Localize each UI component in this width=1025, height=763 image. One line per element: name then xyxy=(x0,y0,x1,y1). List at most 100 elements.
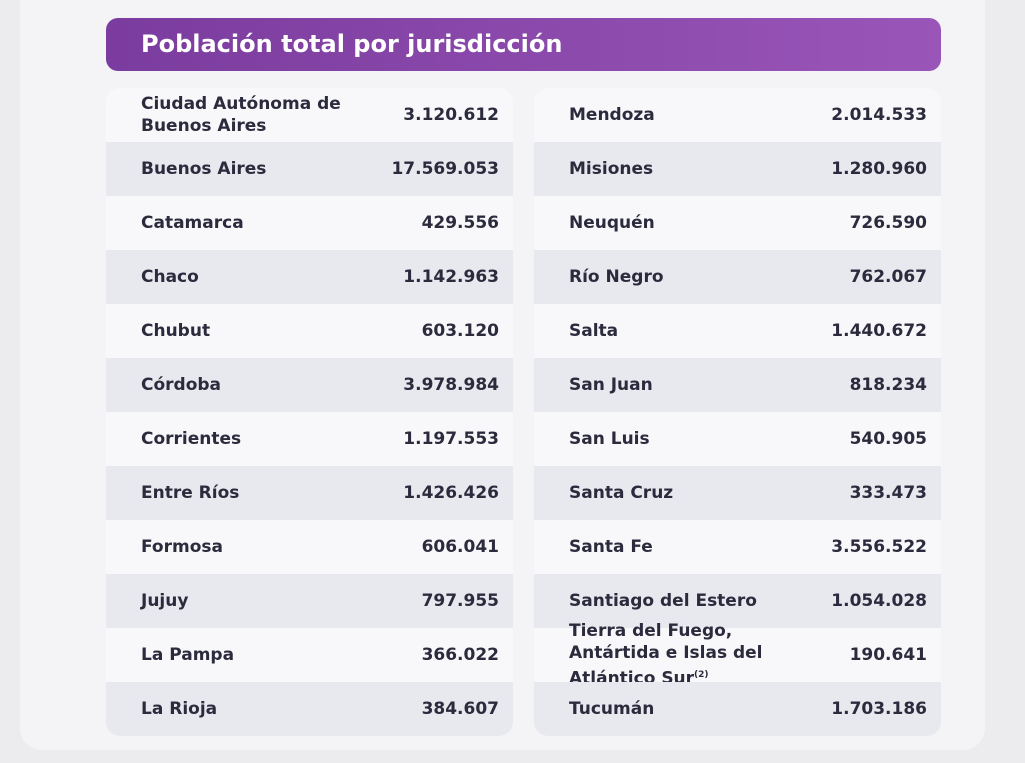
table-row: San Luis 540.905 xyxy=(534,412,941,466)
row-name-text: La Rioja xyxy=(141,699,218,719)
table-row: Mendoza 2.014.533 xyxy=(534,88,941,142)
row-value: 3.120.612 xyxy=(403,105,499,125)
row-name: Río Negro xyxy=(569,266,824,288)
row-name: La Rioja xyxy=(141,698,396,720)
row-value: 726.590 xyxy=(849,213,927,233)
row-name: Chubut xyxy=(141,320,396,342)
row-name-text: Buenos Aires xyxy=(141,159,267,179)
row-name: Tucumán xyxy=(569,698,824,720)
row-name-text: Santa Cruz xyxy=(569,483,674,503)
row-name: San Luis xyxy=(569,428,824,450)
row-name: Chaco xyxy=(141,266,396,288)
table-row: Ciudad Autónoma de Buenos Aires 3.120.612 xyxy=(106,88,513,142)
row-value: 1.440.672 xyxy=(831,321,927,341)
row-value: 333.473 xyxy=(849,483,927,503)
row-value: 603.120 xyxy=(421,321,499,341)
row-value: 1.703.186 xyxy=(831,699,927,719)
row-value: 384.607 xyxy=(421,699,499,719)
table-row: Formosa 606.041 xyxy=(106,520,513,574)
table-row: Santa Fe 3.556.522 xyxy=(534,520,941,574)
row-name-text: Santiago del Estero xyxy=(569,591,757,611)
row-value: 818.234 xyxy=(849,375,927,395)
table-row: Chubut 603.120 xyxy=(106,304,513,358)
row-name: Santa Cruz xyxy=(569,482,824,504)
table-row: Córdoba 3.978.984 xyxy=(106,358,513,412)
row-value: 1.280.960 xyxy=(831,159,927,179)
row-name: Misiones xyxy=(569,158,824,180)
row-name: Catamarca xyxy=(141,212,396,234)
row-name-text: La Pampa xyxy=(141,645,235,665)
row-name: Entre Ríos xyxy=(141,482,396,504)
row-name-text: Tierra del Fuego, Antártida e Islas del … xyxy=(569,621,763,689)
table-row: Río Negro 762.067 xyxy=(534,250,941,304)
row-name-text: San Luis xyxy=(569,429,650,449)
table-row: Chaco 1.142.963 xyxy=(106,250,513,304)
row-name-text: Córdoba xyxy=(141,375,222,395)
table-row: Misiones 1.280.960 xyxy=(534,142,941,196)
row-name: Córdoba xyxy=(141,374,396,396)
row-value: 762.067 xyxy=(849,267,927,287)
table-row: La Pampa 366.022 xyxy=(106,628,513,682)
row-name-text: Jujuy xyxy=(141,591,189,611)
row-name-text: Ciudad Autónoma de Buenos Aires xyxy=(141,94,341,136)
row-name-text: Mendoza xyxy=(569,105,655,125)
row-value: 3.978.984 xyxy=(403,375,499,395)
row-name-text: Neuquén xyxy=(569,213,655,233)
table-row: Entre Ríos 1.426.426 xyxy=(106,466,513,520)
row-name-text: Catamarca xyxy=(141,213,244,233)
row-name-text: Entre Ríos xyxy=(141,483,240,503)
row-name-text: Misiones xyxy=(569,159,654,179)
row-name: Ciudad Autónoma de Buenos Aires xyxy=(141,93,396,137)
row-name: Buenos Aires xyxy=(141,158,396,180)
table-row: Neuquén 726.590 xyxy=(534,196,941,250)
row-value: 606.041 xyxy=(421,537,499,557)
table-row: La Rioja 384.607 xyxy=(106,682,513,736)
row-name: Neuquén xyxy=(569,212,824,234)
row-value: 2.014.533 xyxy=(831,105,927,125)
table-row: Jujuy 797.955 xyxy=(106,574,513,628)
row-name-text: San Juan xyxy=(569,375,653,395)
title: Población total por jurisdicción xyxy=(141,30,563,58)
row-name: Tierra del Fuego, Antártida e Islas del … xyxy=(569,620,824,690)
row-name: San Juan xyxy=(569,374,824,396)
table-row: Tierra del Fuego, Antártida e Islas del … xyxy=(534,621,941,689)
table-row: Buenos Aires 17.569.053 xyxy=(106,142,513,196)
table-row: Catamarca 429.556 xyxy=(106,196,513,250)
row-name-text: Corrientes xyxy=(141,429,242,449)
row-name: Mendoza xyxy=(569,104,824,126)
row-value: 797.955 xyxy=(421,591,499,611)
row-value: 190.641 xyxy=(849,645,927,665)
row-name: La Pampa xyxy=(141,644,396,666)
row-name: Santa Fe xyxy=(569,536,824,558)
row-value: 1.142.963 xyxy=(403,267,499,287)
row-value: 17.569.053 xyxy=(391,159,499,179)
table-row: Corrientes 1.197.553 xyxy=(106,412,513,466)
row-name-text: Salta xyxy=(569,321,619,341)
row-value: 1.054.028 xyxy=(831,591,927,611)
row-value: 429.556 xyxy=(421,213,499,233)
row-name-text: Chubut xyxy=(141,321,211,341)
table: Ciudad Autónoma de Buenos Aires 3.120.612… xyxy=(106,88,513,736)
row-value: 1.197.553 xyxy=(403,429,499,449)
row-name-text: Río Negro xyxy=(569,267,664,287)
row-name: Santiago del Estero xyxy=(569,590,824,612)
row-name: Formosa xyxy=(141,536,396,558)
footnote-ref: (2) xyxy=(694,670,709,681)
table-row: Santa Cruz 333.473 xyxy=(534,466,941,520)
table-row: Salta 1.440.672 xyxy=(534,304,941,358)
title-bar: Población total por jurisdicción xyxy=(106,18,941,71)
row-value: 3.556.522 xyxy=(831,537,927,557)
row-value: 366.022 xyxy=(421,645,499,665)
row-value: 540.905 xyxy=(849,429,927,449)
table-row: San Juan 818.234 xyxy=(534,358,941,412)
row-name-text: Santa Fe xyxy=(569,537,653,557)
table-row: Tucumán 1.703.186 xyxy=(534,682,941,736)
table-row: Santiago del Estero 1.054.028 xyxy=(534,574,941,628)
row-name: Salta xyxy=(569,320,824,342)
table: Mendoza 2.014.533 Misiones 1.280.960 Neuquén… xyxy=(534,88,941,736)
row-name-text: Tucumán xyxy=(569,699,655,719)
row-name: Jujuy xyxy=(141,590,396,612)
row-value: 1.426.426 xyxy=(403,483,499,503)
row-name-text: Chaco xyxy=(141,267,199,287)
